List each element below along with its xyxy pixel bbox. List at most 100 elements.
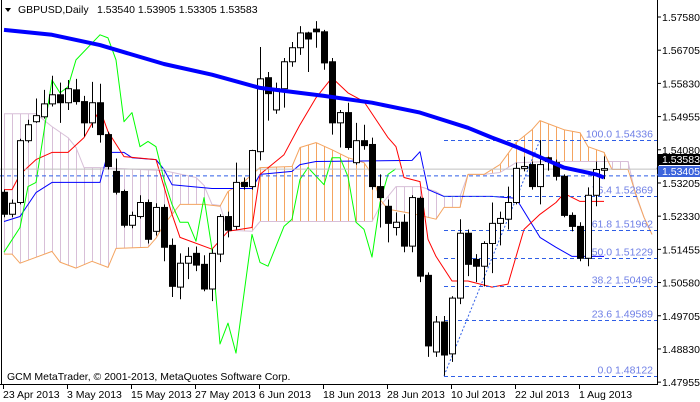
candle-body-bear <box>81 101 88 124</box>
candle-body-bull <box>249 150 256 188</box>
candle-body-bear <box>57 94 64 104</box>
x-tick-label: 3 May 2013 <box>67 389 122 401</box>
triangle-down-icon[interactable] <box>5 8 11 12</box>
y-tick-label: 1.50580 <box>662 278 700 290</box>
candle-body-bear <box>385 205 392 224</box>
candle <box>153 203 160 236</box>
candle <box>9 199 16 218</box>
candle-body-bear <box>473 258 480 267</box>
candle <box>281 57 288 108</box>
candle <box>401 214 408 253</box>
y-tick-label: 1.53205 <box>662 178 700 190</box>
candle-body-bear <box>577 225 584 259</box>
candle-body-bull <box>297 32 304 49</box>
horizontal-line-price-label-box <box>658 166 700 177</box>
candle <box>209 249 216 302</box>
candle <box>361 124 368 150</box>
candle-body-bull <box>177 262 184 288</box>
candle-body-bear <box>369 143 376 188</box>
candle-body-bear <box>161 206 168 248</box>
candle-body-bull <box>209 252 216 290</box>
candle <box>577 222 584 262</box>
candle-body-bear <box>169 244 176 287</box>
candle-body-bear <box>377 186 384 199</box>
candle <box>105 131 112 170</box>
candle-body-bull <box>481 242 488 267</box>
candle-body-bear <box>145 202 152 240</box>
candle-body-bear <box>113 170 120 193</box>
candle-body-bull <box>457 232 464 299</box>
candle-body-bull <box>281 61 288 90</box>
candle-body-bull <box>593 169 600 196</box>
candle-body-bear <box>305 32 312 40</box>
candle-body-bear <box>417 197 424 277</box>
candle <box>33 98 40 123</box>
x-tick-label: 15 May 2013 <box>131 389 192 401</box>
candle <box>97 83 104 143</box>
candle-body-bull <box>433 321 440 353</box>
candle <box>529 161 536 190</box>
plot-background <box>0 0 657 384</box>
candle-body-bull <box>129 214 136 226</box>
candle-body-bull <box>233 181 240 227</box>
y-tick-label: 1.52330 <box>662 211 700 223</box>
candle <box>121 189 128 228</box>
y-tick-label: 1.55830 <box>662 78 700 90</box>
fibonacci-retracement[interactable]: 100.0 1.54336 76.4 1.52869 61.8 1.51962 50.… <box>443 129 657 377</box>
y-tick-label: 1.47955 <box>662 377 700 389</box>
candle <box>241 177 248 190</box>
candle <box>161 204 168 262</box>
candle-body-bull <box>585 194 592 259</box>
candle-body-bull <box>537 164 544 188</box>
candle <box>465 229 472 277</box>
candle <box>177 253 184 300</box>
candle-body-bull <box>137 202 144 218</box>
candle <box>217 214 224 263</box>
candle <box>289 42 296 67</box>
candle <box>497 211 504 246</box>
candle-body-bull <box>185 255 192 264</box>
candle-body-bull <box>449 297 456 355</box>
candle <box>137 195 144 219</box>
candle <box>433 315 440 357</box>
candle-body-bull <box>393 221 400 229</box>
candle-body-bull <box>489 222 496 244</box>
horizontal-lines <box>0 168 657 177</box>
candle <box>145 199 152 244</box>
candle-body-bear <box>441 321 448 356</box>
candle <box>385 199 392 243</box>
candle-body-bull <box>513 167 520 204</box>
candle-body-bull <box>601 168 608 171</box>
candle-body-bear <box>97 102 104 136</box>
fibonacci-trendline[interactable] <box>443 139 541 376</box>
x-tick-label: 22 Jul 2013 <box>515 389 569 401</box>
copyright-text: GCM MetaTrader, © 2001-2013, MetaQuotes … <box>7 371 290 383</box>
candle <box>113 158 120 195</box>
candle <box>225 211 232 238</box>
candle-body-bear <box>193 252 200 266</box>
x-tick-label: 23 Apr 2013 <box>3 389 60 401</box>
candle <box>249 149 256 190</box>
y-tick-label: 1.56705 <box>662 45 700 57</box>
candle <box>65 79 72 110</box>
fibonacci-level-label: 61.8 1.51962 <box>592 219 653 231</box>
candle <box>489 202 496 274</box>
candle <box>481 241 488 287</box>
candle <box>89 81 96 128</box>
bid-price-label-box <box>658 154 700 165</box>
bid-price-label: 1.53583 <box>662 154 700 166</box>
symbol-timeframe: GBPUSD,Daily <box>18 4 89 16</box>
candle-body-bull <box>217 216 224 255</box>
candle-body-bull <box>153 206 160 232</box>
candle <box>201 255 208 292</box>
candle-body-bear <box>121 191 128 226</box>
candle <box>457 219 464 305</box>
candle-body-bear <box>105 134 112 167</box>
candle <box>561 174 568 218</box>
candle-body-bear <box>401 221 408 247</box>
time-axis[interactable]: 23 Apr 2013 3 May 2013 15 May 2013 27 May 2… <box>3 384 632 401</box>
ohlc-values: 1.53540 1.53905 1.53305 1.53583 <box>97 4 258 16</box>
price-axis[interactable]: 1.57580 1.56705 1.55830 1.54955 1.54080 1.532… <box>657 12 700 389</box>
